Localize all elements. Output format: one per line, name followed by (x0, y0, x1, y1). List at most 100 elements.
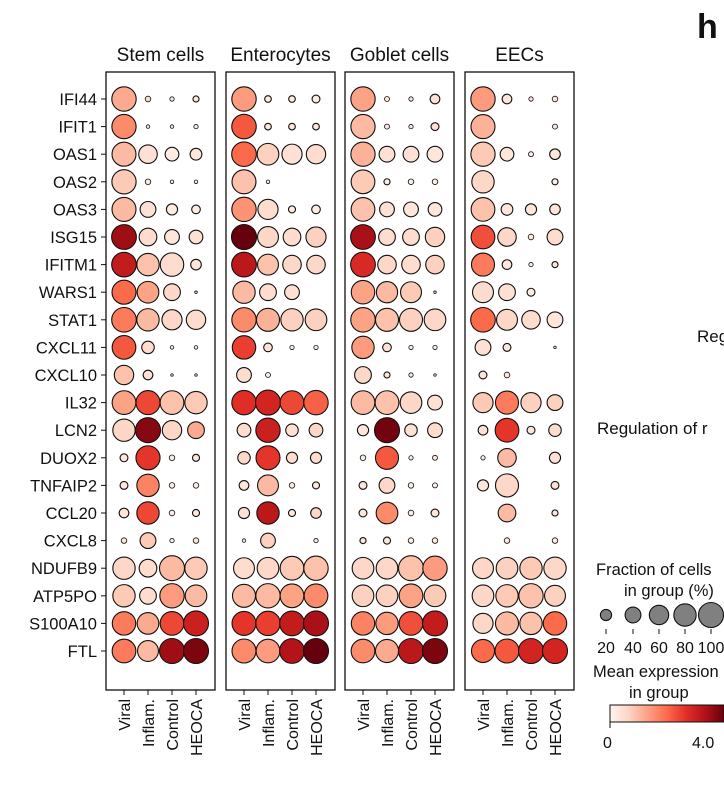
gene-label-cxcl11: CXCL11 (36, 339, 97, 357)
dot-isg15-eecs-control (527, 233, 535, 241)
dot-stat1-goblet-cells-control (398, 307, 424, 332)
dot-lcn2-eecs-viral (477, 424, 489, 436)
gene-label-oas1: OAS1 (53, 146, 97, 164)
dot-ifitm1-goblet-cells-control (401, 254, 421, 275)
dot-atp5po-stem-cells-viral (112, 584, 136, 608)
dot-il32-eecs-viral (472, 391, 494, 414)
dot-ndufb9-eecs-heoca (543, 556, 567, 580)
dot-ifitm1-enterocytes-inflam (256, 253, 280, 276)
dot-ifitm1-enterocytes-control (282, 254, 302, 275)
dot-oas3-eecs-control (524, 203, 538, 216)
dot-cxcl10-eecs-viral (478, 370, 488, 380)
dot-stat1-enterocytes-inflam (255, 307, 281, 332)
dot-ftl-enterocytes-inflam (255, 638, 281, 664)
dot-cxcl11-goblet-cells-control (408, 344, 414, 350)
x-tick-label-heoca: HEOCA (309, 699, 326, 756)
dot-cxcl11-goblet-cells-viral (351, 335, 375, 360)
gene-label-ifitm1: IFITM1 (45, 257, 97, 275)
dot-oas3-eecs-inflam (500, 202, 514, 216)
dot-il32-goblet-cells-inflam (374, 390, 400, 416)
dot-oas2-eecs-heoca (551, 178, 559, 186)
dot-isg15-stem-cells-viral (111, 224, 137, 250)
dot-oas2-goblet-cells-inflam (383, 178, 391, 186)
dot-oas2-stem-cells-inflam (144, 178, 152, 185)
size-legend-label-40: 40 (624, 640, 642, 657)
dot-wars1-enterocytes-inflam (259, 283, 277, 302)
dot-ndufb9-eecs-inflam (495, 556, 519, 580)
gene-label-tnfaip2: TNFAIP2 (30, 477, 97, 495)
dot-cxcl11-eecs-viral (474, 338, 492, 356)
group-title-eecs: EECs (495, 45, 544, 66)
dot-wars1-goblet-cells-heoca (433, 290, 437, 294)
dot-isg15-stem-cells-inflam (138, 227, 158, 247)
dot-cxcl8-stem-cells-heoca (192, 537, 200, 544)
dot-isg15-enterocytes-viral (230, 223, 258, 251)
gene-label-wars1: WARS1 (39, 284, 97, 302)
dot-cxcl8-stem-cells-control (169, 538, 175, 544)
dot-ndufb9-enterocytes-viral (232, 557, 256, 580)
dot-ifitm1-goblet-cells-heoca (425, 254, 445, 275)
dot-atp5po-stem-cells-control (159, 583, 185, 609)
dot-cxcl10-goblet-cells-inflam (383, 371, 391, 379)
dot-il32-stem-cells-heoca (184, 390, 208, 415)
dot-cxcl11-eecs-heoca (553, 345, 557, 350)
dot-il32-enterocytes-control (279, 390, 305, 416)
color-legend-bar (609, 704, 724, 723)
dot-ndufb9-stem-cells-heoca (184, 556, 208, 580)
dot-tnfaip2-stem-cells-control (168, 482, 176, 489)
dot-stat1-enterocytes-control (280, 308, 304, 332)
dot-ifit1-stem-cells-inflam (145, 124, 151, 129)
dot-cxcl10-goblet-cells-control (408, 372, 414, 378)
dot-cxcl8-goblet-cells-inflam (382, 536, 392, 545)
dot-ftl-stem-cells-control (158, 637, 186, 665)
dot-isg15-stem-cells-control (164, 229, 180, 245)
dot-ndufb9-stem-cells-control (158, 555, 186, 582)
dot-oas1-stem-cells-control (164, 146, 180, 162)
dot-cxcl11-eecs-inflam (502, 342, 512, 352)
size-legend-label-100: 100 (698, 640, 724, 657)
panel-letter: h (697, 8, 718, 46)
dot-ifitm1-goblet-cells-viral (350, 251, 376, 278)
x-tick-label-heoca: HEOCA (189, 699, 206, 756)
dot-s100a10-goblet-cells-heoca (421, 610, 449, 637)
dot-lcn2-eecs-heoca (548, 423, 562, 438)
dot-s100a10-goblet-cells-viral (350, 611, 376, 636)
dot-oas3-eecs-viral (470, 196, 496, 222)
dot-oas1-goblet-cells-control (402, 145, 420, 163)
dot-lcn2-eecs-inflam (494, 417, 520, 443)
dot-isg15-goblet-cells-inflam (378, 228, 396, 246)
dot-ifi44-stem-cells-inflam (144, 95, 152, 103)
dot-ftl-stem-cells-viral (111, 638, 137, 664)
dot-tnfaip2-goblet-cells-viral (358, 480, 368, 490)
dot-ccl20-goblet-cells-viral (358, 508, 368, 518)
gene-labels: IFI44 IFIT1 OAS1 OAS2 OAS3 ISG15 IFITM1 WARS1 ST… (29, 91, 106, 661)
gene-label-cxcl10: CXCL10 (35, 367, 97, 385)
dot-duox2-enterocytes-heoca (309, 451, 323, 464)
dot-ccl20-stem-cells-heoca (191, 508, 201, 518)
dot-oas2-stem-cells-control (169, 179, 175, 184)
dot-oas3-goblet-cells-inflam (379, 201, 395, 218)
dot-ifi44-stem-cells-control (169, 96, 175, 102)
size-legend-dot-100 (697, 601, 724, 629)
dot-oas3-goblet-cells-control (403, 201, 419, 218)
size-legend-title-line2: in group (%) (624, 582, 714, 600)
dot-duox2-goblet-cells-inflam (374, 445, 400, 470)
dot-atp5po-stem-cells-heoca (184, 584, 208, 608)
dot-stat1-enterocytes-heoca (304, 308, 328, 332)
dot-atp5po-eecs-inflam (495, 584, 519, 608)
dot-tnfaip2-eecs-inflam (494, 473, 520, 498)
dot-ccl20-enterocytes-viral (237, 506, 251, 520)
dot-lcn2-stem-cells-viral (112, 418, 136, 442)
dot-cxcl11-stem-cells-inflam (141, 340, 155, 355)
dot-oas1-enterocytes-viral (231, 141, 257, 168)
dot-il32-eecs-control (520, 391, 542, 414)
color-legend-title-line2: in group (629, 684, 689, 702)
dot-cxcl8-enterocytes-viral (241, 538, 247, 543)
group-title-stem-cells: Stem cells (117, 45, 205, 66)
dot-duox2-stem-cells-inflam (135, 445, 161, 471)
color-legend-min-label: 0 (603, 735, 612, 752)
dot-duox2-goblet-cells-viral (359, 454, 367, 461)
dot-ifitm1-eecs-viral (470, 252, 496, 277)
dot-stat1-stem-cells-viral (111, 306, 137, 333)
